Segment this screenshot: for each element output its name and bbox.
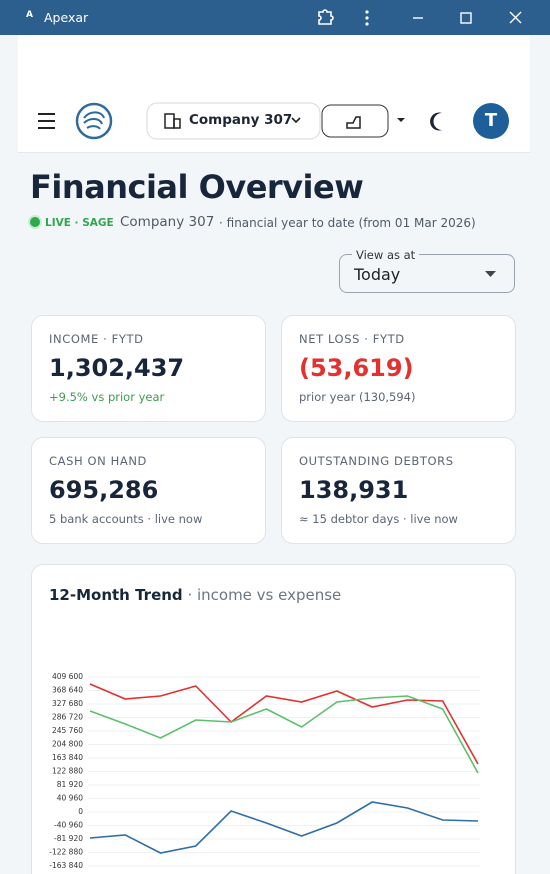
y-tick-label: 163 840 <box>52 753 83 762</box>
address-strip <box>18 35 530 90</box>
hamburger-menu[interactable] <box>38 113 55 129</box>
role-icon <box>346 116 361 129</box>
live-badge: LIVE · SAGE <box>45 217 114 229</box>
y-tick-label: 286 720 <box>52 713 83 722</box>
avatar-initial: T <box>485 110 498 131</box>
y-tick-label: 40 960 <box>57 794 83 803</box>
chevron <box>291 117 301 124</box>
card-label: NET LOSS · FYTD <box>299 332 405 346</box>
app-header: T Company 307 <box>18 90 530 153</box>
company-label: Company 307 <box>120 214 215 230</box>
y-tick-label: 409 600 <box>52 672 83 681</box>
series-line <box>89 695 479 774</box>
header-icons: T <box>38 102 509 140</box>
window-controls <box>318 9 522 26</box>
card-value: 1,302,437 <box>49 354 185 382</box>
card-value: (53,619) <box>299 354 414 382</box>
view-select[interactable]: View as at Today <box>339 248 515 293</box>
window-title: Apexar <box>44 10 89 25</box>
y-tick-label: 122 880 <box>52 767 83 776</box>
company-name: Company 307 <box>189 112 293 128</box>
chart-subtitle: · income vs expense <box>187 586 342 604</box>
trend-card: 12-Month Trend · income vs expense -163 … <box>31 564 516 874</box>
y-tick-label: -122 880 <box>49 848 83 857</box>
trend-chart: -163 840 -122 880 -81 920 -40 960 0 40 960 81 … <box>49 672 480 870</box>
y-tick-label: -163 840 <box>49 861 83 870</box>
view-select-value: Today <box>354 265 401 284</box>
card-sub: +9.5% vs prior year <box>49 390 165 404</box>
card-value: 695,286 <box>49 476 159 504</box>
view-select-label: View as at <box>352 248 420 262</box>
company-selector[interactable] <box>146 102 321 140</box>
dropdown-caret[interactable] <box>397 118 405 122</box>
app-icon: A <box>26 10 33 20</box>
select-arrow <box>485 271 496 277</box>
card-sub: 5 bank accounts · live now <box>49 512 203 526</box>
maximize-button[interactable] <box>460 12 472 24</box>
logo[interactable] <box>75 102 113 140</box>
card-label: CASH ON HAND <box>49 454 147 468</box>
y-tick-label: 81 920 <box>57 780 83 789</box>
chart-title: 12-Month Trend <box>49 586 183 604</box>
building-icon <box>164 113 181 129</box>
title-bar: A Apexar <box>0 0 550 35</box>
card-sub: prior year (130,594) <box>299 390 416 404</box>
extensions-button[interactable] <box>318 9 334 25</box>
card-label: INCOME · FYTD <box>49 332 144 346</box>
live-dot <box>30 217 40 227</box>
y-tick-label: 327 680 <box>52 699 83 708</box>
card-sub: ≈ 15 debtor days · live now <box>299 512 458 526</box>
card-value: 138,931 <box>299 476 409 504</box>
y-tick-label: -40 960 <box>54 821 83 830</box>
y-tick-label: 245 760 <box>52 726 83 735</box>
kpi-card: CASH ON HAND 695,286 5 bank accounts · liv… <box>31 437 266 544</box>
chart-heading: 12-Month Trend · income vs expense <box>49 586 341 604</box>
page-title: Financial Overview <box>30 168 364 206</box>
period-label: · financial year to date (from 01 Mar 20… <box>219 216 476 230</box>
y-tick-label: -81 920 <box>54 834 83 843</box>
kpi-card: INCOME · FYTD 1,302,437 +9.5% vs prior yea… <box>31 315 266 422</box>
close-button[interactable] <box>509 11 522 24</box>
role-switcher[interactable] <box>321 104 389 138</box>
kpi-card: NET LOSS · FYTD (53,619) prior year (130,5… <box>281 315 516 422</box>
card-label: OUTSTANDING DEBTORS <box>299 454 454 468</box>
series-line <box>89 683 479 765</box>
theme-toggle[interactable] <box>430 112 442 131</box>
series-line <box>89 801 479 854</box>
y-tick-label: 0 <box>78 807 83 816</box>
menu-button[interactable] <box>365 10 369 26</box>
y-tick-label: 368 640 <box>52 686 83 695</box>
y-tick-label: 204 800 <box>52 740 83 749</box>
kpi-card: OUTSTANDING DEBTORS 138,931 ≈ 15 debtor da… <box>281 437 516 544</box>
avatar[interactable] <box>473 103 509 139</box>
